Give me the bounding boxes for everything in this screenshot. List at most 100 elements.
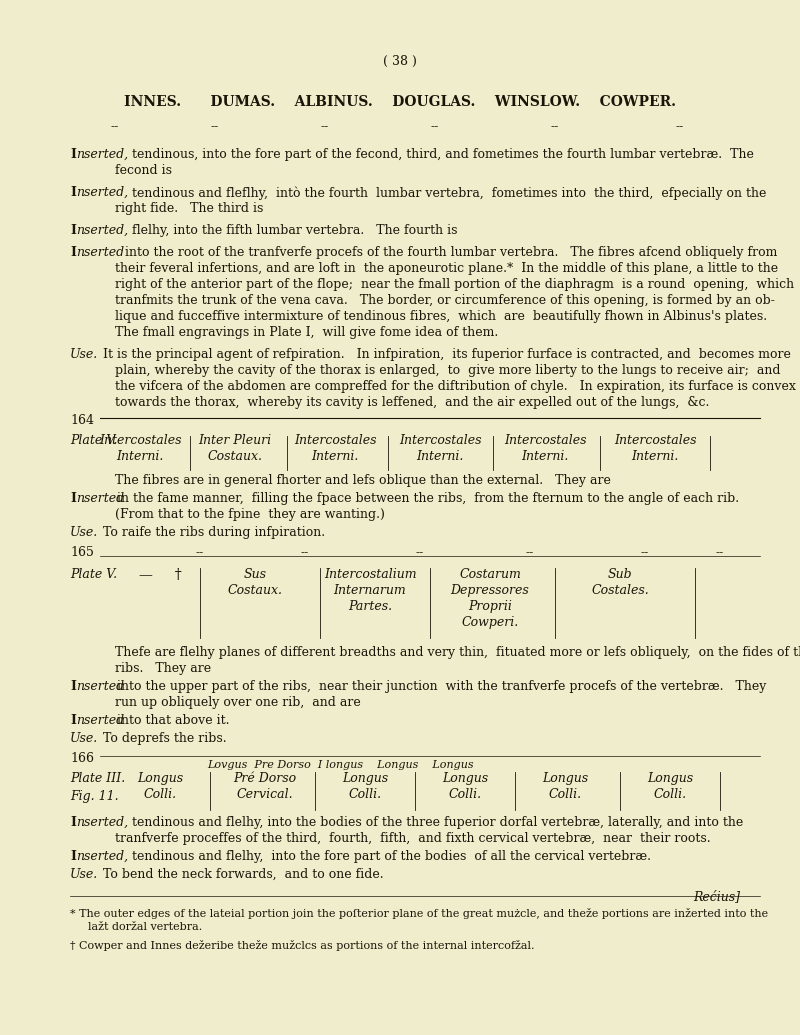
Text: Interni.: Interni. xyxy=(416,450,464,463)
Text: --: -- xyxy=(641,546,649,559)
Text: Longus: Longus xyxy=(342,772,388,785)
Text: Pré Dorso: Pré Dorso xyxy=(234,772,297,785)
Text: nserted,: nserted, xyxy=(76,224,128,237)
Text: Lovgus  Pre Dorso  I longus    Longus    Longus: Lovgus Pre Dorso I longus Longus Longus xyxy=(206,760,474,770)
Text: To bend the neck forwards,  and to one fide.: To bend the neck forwards, and to one fi… xyxy=(103,868,384,881)
Text: Plate III.: Plate III. xyxy=(70,772,126,785)
Text: --: -- xyxy=(196,546,204,559)
Text: right of the anterior part of the flope;  near the fmall portion of the diaphrag: right of the anterior part of the flope;… xyxy=(115,278,794,291)
Text: Sus: Sus xyxy=(243,568,266,581)
Text: I: I xyxy=(70,246,76,259)
Text: I: I xyxy=(70,850,76,863)
Text: Fig. 11.: Fig. 11. xyxy=(70,790,118,803)
Text: I: I xyxy=(70,816,76,829)
Text: Depressores: Depressores xyxy=(450,584,530,597)
Text: tendinous, into the fore part of the fecond, third, and fometimes the fourth lum: tendinous, into the fore part of the fec… xyxy=(132,148,754,161)
Text: 165: 165 xyxy=(70,546,94,559)
Text: Plate V.: Plate V. xyxy=(70,434,117,447)
Text: Use.: Use. xyxy=(70,732,98,745)
Text: nserted: nserted xyxy=(76,714,124,727)
Text: run up obliquely over one rib,  and are: run up obliquely over one rib, and are xyxy=(115,696,361,709)
Text: Internarum: Internarum xyxy=(334,584,406,597)
Text: Colli.: Colli. xyxy=(654,788,686,801)
Text: fecond is: fecond is xyxy=(115,164,172,177)
Text: Intercostales: Intercostales xyxy=(98,434,182,447)
Text: nserted,: nserted, xyxy=(76,816,128,829)
Text: INNES.      DUMAS.    ALBINUS.    DOUGLAS.    WINSLOW.    COWPER.: INNES. DUMAS. ALBINUS. DOUGLAS. WINSLOW.… xyxy=(124,95,676,109)
Text: Intercostales: Intercostales xyxy=(614,434,696,447)
Text: Colli.: Colli. xyxy=(349,788,382,801)
Text: plain, whereby the cavity of the thorax is enlarged,  to  give more liberty to t: plain, whereby the cavity of the thorax … xyxy=(115,364,781,377)
Text: 164: 164 xyxy=(70,414,94,427)
Text: The fmall engravings in Plate I,  will give fome idea of them.: The fmall engravings in Plate I, will gi… xyxy=(115,326,498,339)
Text: lique and fucceffive intermixture of tendinous fibres,  which  are  beautifully : lique and fucceffive intermixture of ten… xyxy=(115,310,767,323)
Text: tranfverfe proceffes of the third,  fourth,  fifth,  and fixth cervical vertebræ: tranfverfe proceffes of the third, fourt… xyxy=(115,832,710,845)
Text: Costaux.: Costaux. xyxy=(207,450,262,463)
Text: Costarum: Costarum xyxy=(459,568,521,581)
Text: † Cowper and Innes dežeribe theže mužclcs as portions of the internal intercofža: † Cowper and Innes dežeribe theže mužclc… xyxy=(70,940,534,951)
Text: --: -- xyxy=(211,120,219,134)
Text: Thefe are flelhy planes of different breadths and very thin,  fituated more or l: Thefe are flelhy planes of different bre… xyxy=(115,646,800,659)
Text: Longus: Longus xyxy=(442,772,488,785)
Text: Costales.: Costales. xyxy=(591,584,649,597)
Text: nserted: nserted xyxy=(76,246,124,259)
Text: nserted,: nserted, xyxy=(76,186,128,199)
Text: (From that to the fpine  they are wanting.): (From that to the fpine they are wanting… xyxy=(115,508,385,521)
Text: Intercostalium: Intercostalium xyxy=(324,568,416,581)
Text: I: I xyxy=(70,680,76,693)
Text: Costaux.: Costaux. xyxy=(227,584,282,597)
Text: --: -- xyxy=(301,546,309,559)
Text: Colli.: Colli. xyxy=(143,788,177,801)
Text: in the fame manner,  filling the fpace between the ribs,  from the fternum to th: in the fame manner, filling the fpace be… xyxy=(117,492,739,505)
Text: I: I xyxy=(70,186,76,199)
Text: flelhy, into the fifth lumbar vertebra.   The fourth is: flelhy, into the fifth lumbar vertebra. … xyxy=(132,224,458,237)
Text: —     †: — † xyxy=(138,568,182,582)
Text: ( 38 ): ( 38 ) xyxy=(383,55,417,68)
Text: Interni.: Interni. xyxy=(631,450,678,463)
Text: --: -- xyxy=(551,120,559,134)
Text: into the root of the tranfverfe procefs of the fourth lumbar vertebra.   The fib: into the root of the tranfverfe procefs … xyxy=(125,246,778,259)
Text: right fide.   The third is: right fide. The third is xyxy=(115,202,263,215)
Text: I: I xyxy=(70,148,76,161)
Text: --: -- xyxy=(111,120,119,134)
Text: tendinous and flelhy, into the bodies of the three fuperior dorfal vertebræ, lat: tendinous and flelhy, into the bodies of… xyxy=(132,816,743,829)
Text: ribs.   They are: ribs. They are xyxy=(115,662,211,675)
Text: * The outer edges of the lateial portion join the poſterior plane of the great m: * The outer edges of the lateial portion… xyxy=(70,908,768,919)
Text: Colli.: Colli. xyxy=(449,788,482,801)
Text: the vifcera of the abdomen are compreffed for the diftribution of chyle.   In ex: the vifcera of the abdomen are compreffe… xyxy=(115,380,796,393)
Text: Interni.: Interni. xyxy=(522,450,569,463)
Text: The fibres are in general fhorter and lefs oblique than the external.   They are: The fibres are in general fhorter and le… xyxy=(115,474,611,487)
Text: tendinous and fleflhy,  intò the fourth  lumbar vertebra,  fometimes into  the t: tendinous and fleflhy, intò the fourth l… xyxy=(132,186,766,200)
Text: lažt doržal vertebra.: lažt doržal vertebra. xyxy=(88,922,202,932)
Text: Proprii: Proprii xyxy=(468,600,512,613)
Text: --: -- xyxy=(416,546,424,559)
Text: their feveral infertions, and are loft in  the aponeurotic plane.*  In the middl: their feveral infertions, and are loft i… xyxy=(115,262,778,275)
Text: nserted,: nserted, xyxy=(76,850,128,863)
Text: tranfmits the trunk of the vena cava.   The border, or circumference of this ope: tranfmits the trunk of the vena cava. Th… xyxy=(115,294,775,307)
Text: Longus: Longus xyxy=(137,772,183,785)
Text: Inter Pleuri: Inter Pleuri xyxy=(198,434,271,447)
Text: Intercostales: Intercostales xyxy=(294,434,376,447)
Text: Use.: Use. xyxy=(70,348,98,361)
Text: Cervical.: Cervical. xyxy=(237,788,294,801)
Text: --: -- xyxy=(321,120,329,134)
Text: I: I xyxy=(70,224,76,237)
Text: I: I xyxy=(70,714,76,727)
Text: Plate V.: Plate V. xyxy=(70,568,117,581)
Text: into that above it.: into that above it. xyxy=(117,714,230,727)
Text: It is the principal agent of refpiration.   In infpiration,  its fuperior furfac: It is the principal agent of refpiration… xyxy=(103,348,791,361)
Text: Sub: Sub xyxy=(608,568,632,581)
Text: Intercostales: Intercostales xyxy=(504,434,586,447)
Text: Use.: Use. xyxy=(70,526,98,539)
Text: Cowperi.: Cowperi. xyxy=(462,616,518,629)
Text: --: -- xyxy=(526,546,534,559)
Text: into the upper part of the ribs,  near their junction  with the tranfverfe proce: into the upper part of the ribs, near th… xyxy=(117,680,766,693)
Text: Longus: Longus xyxy=(542,772,588,785)
Text: tendinous and flelhy,  into the fore part of the bodies  of all the cervical ver: tendinous and flelhy, into the fore part… xyxy=(132,850,651,863)
Text: Use.: Use. xyxy=(70,868,98,881)
Text: To raife the ribs during infpiration.: To raife the ribs during infpiration. xyxy=(103,526,325,539)
Text: --: -- xyxy=(716,546,724,559)
Text: Intercostales: Intercostales xyxy=(398,434,482,447)
Text: To deprefs the ribs.: To deprefs the ribs. xyxy=(103,732,226,745)
Text: Partes.: Partes. xyxy=(348,600,392,613)
